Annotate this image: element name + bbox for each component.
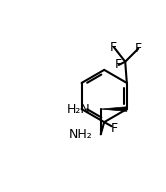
Text: F: F — [135, 42, 142, 55]
Text: F: F — [115, 59, 122, 71]
Text: F: F — [110, 41, 117, 54]
Text: F: F — [110, 122, 118, 135]
Text: NH₂: NH₂ — [69, 128, 93, 141]
Text: H₂N: H₂N — [67, 103, 91, 116]
Polygon shape — [101, 107, 127, 111]
